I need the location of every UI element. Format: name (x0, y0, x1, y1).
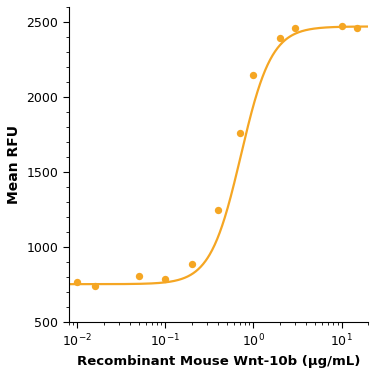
Point (189, 261, 195, 267)
Point (136, 273, 142, 279)
Point (292, 25, 298, 31)
Point (339, 24, 345, 30)
Point (74, 279, 80, 285)
X-axis label: Recombinant Mouse Wnt-10b (μg/mL): Recombinant Mouse Wnt-10b (μg/mL) (77, 355, 360, 368)
Point (92, 284, 98, 290)
Point (277, 36, 283, 42)
Point (354, 25, 360, 31)
Point (251, 72, 257, 78)
Point (162, 276, 168, 282)
Y-axis label: Mean RFU: Mean RFU (7, 125, 21, 204)
Point (215, 207, 221, 213)
Point (237, 130, 243, 136)
